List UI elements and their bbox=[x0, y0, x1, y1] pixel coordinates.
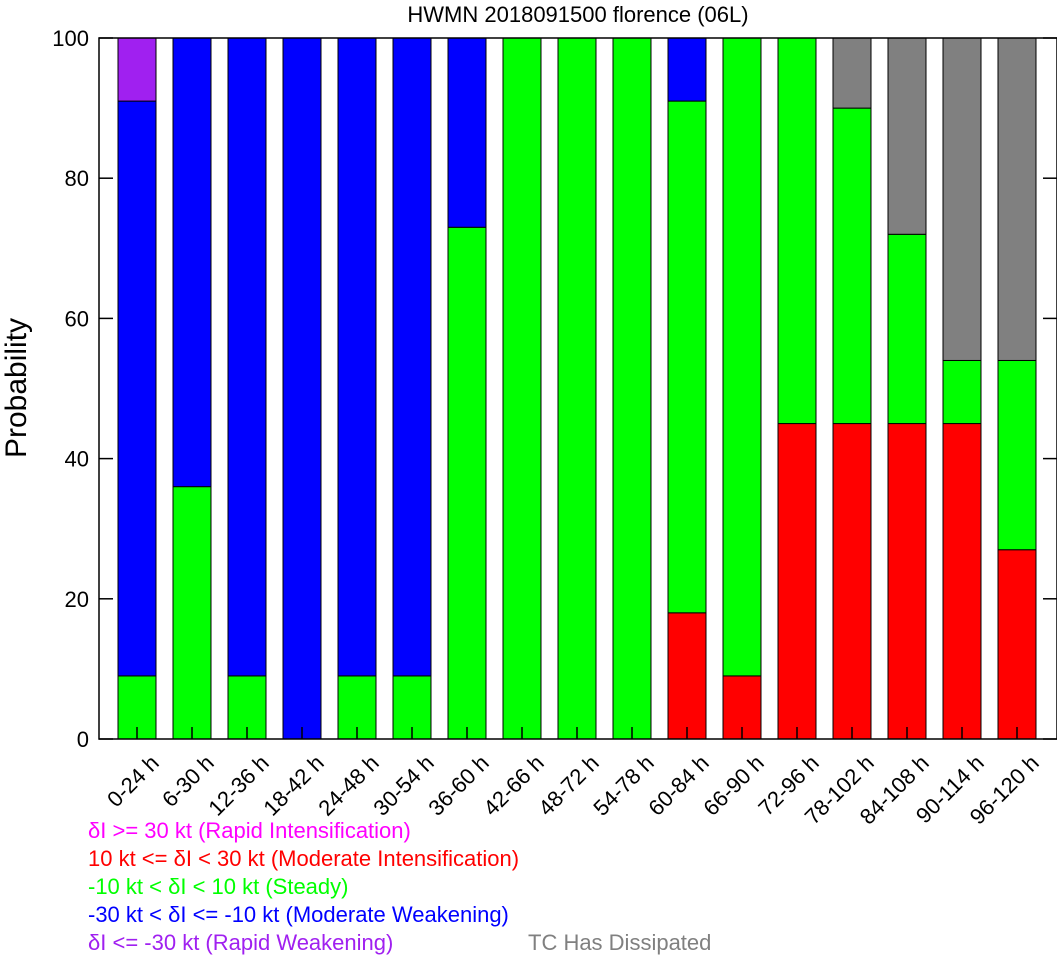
x-tick-label-0: 0-24 h bbox=[102, 750, 164, 812]
x-tick-label-2: 12-36 h bbox=[203, 750, 273, 820]
bar-segment-steady-12 bbox=[777, 37, 817, 425]
bar-segment-steady-16 bbox=[997, 359, 1037, 551]
x-axis-labels: 0-24 h6-30 h12-36 h18-42 h24-48 h30-54 h… bbox=[102, 727, 1044, 829]
bar-segment-moderate_intensification-12 bbox=[777, 423, 817, 740]
bar-segment-rapid_weakening-0 bbox=[117, 37, 157, 102]
y-tick-label-100: 100 bbox=[52, 26, 89, 51]
bar-segment-moderate_intensification-14 bbox=[887, 423, 927, 740]
y-axis-ticks: 0 20 40 60 80 100 bbox=[52, 26, 1057, 752]
legend: δI >= 30 kt (Rapid Intensification) 10 kt… bbox=[88, 818, 711, 955]
bar-segment-dissipated-13 bbox=[832, 37, 872, 109]
y-tick-label-60: 60 bbox=[65, 306, 89, 331]
y-tick-label-40: 40 bbox=[65, 447, 89, 472]
y-tick-label-20: 20 bbox=[65, 587, 89, 612]
bar-segment-steady-9 bbox=[612, 37, 652, 740]
bar-segment-steady-1 bbox=[172, 486, 212, 740]
bar-segment-moderate_weakening-10 bbox=[667, 37, 707, 102]
legend-entry-1: 10 kt <= δI < 30 kt (Moderate Intensific… bbox=[88, 846, 519, 871]
chart-title: HWMN 2018091500 florence (06L) bbox=[407, 2, 748, 27]
x-tick-label-8: 48-72 h bbox=[533, 750, 603, 820]
bar-segment-moderate_intensification-10 bbox=[667, 612, 707, 740]
bar-segment-steady-8 bbox=[557, 37, 597, 740]
bar-segment-moderate_intensification-13 bbox=[832, 423, 872, 740]
x-tick-label-5: 30-54 h bbox=[368, 750, 438, 820]
bar-segment-steady-13 bbox=[832, 107, 872, 425]
bar-segment-steady-11 bbox=[722, 37, 762, 677]
legend-entry-4: δI <= -30 kt (Rapid Weakening) bbox=[88, 930, 393, 955]
y-axis-label: Probability bbox=[0, 318, 33, 458]
bars-layer bbox=[117, 37, 1037, 740]
legend-entry-0: δI >= 30 kt (Rapid Intensification) bbox=[88, 818, 411, 843]
bar-segment-dissipated-14 bbox=[887, 37, 927, 235]
x-tick-label-6: 36-60 h bbox=[423, 750, 493, 820]
x-tick-label-9: 54-78 h bbox=[588, 750, 658, 820]
x-tick-label-10: 60-84 h bbox=[643, 750, 713, 820]
y-tick-label-0: 0 bbox=[77, 727, 89, 752]
bar-segment-dissipated-15 bbox=[942, 37, 982, 361]
y-tick-label-80: 80 bbox=[65, 166, 89, 191]
bar-segment-moderate_intensification-16 bbox=[997, 549, 1037, 740]
bar-segment-steady-10 bbox=[667, 100, 707, 614]
bar-segment-moderate_weakening-0 bbox=[117, 100, 157, 677]
bar-segment-dissipated-16 bbox=[997, 37, 1037, 361]
bar-segment-moderate_weakening-3 bbox=[282, 37, 322, 740]
plot-frame bbox=[98, 37, 1057, 740]
bar-segment-moderate_weakening-1 bbox=[172, 37, 212, 488]
bar-segment-moderate_weakening-6 bbox=[447, 37, 487, 228]
x-tick-label-4: 24-48 h bbox=[313, 750, 383, 820]
x-tick-label-7: 42-66 h bbox=[478, 750, 548, 820]
bar-segment-moderate_weakening-5 bbox=[392, 37, 432, 677]
bar-segment-moderate_intensification-15 bbox=[942, 423, 982, 740]
bar-segment-moderate_weakening-4 bbox=[337, 37, 377, 677]
x-tick-label-3: 18-42 h bbox=[258, 750, 328, 820]
legend-entry-5: TC Has Dissipated bbox=[528, 930, 711, 955]
legend-entry-3: -30 kt < δI <= -10 kt (Moderate Weakenin… bbox=[88, 902, 509, 927]
bar-segment-steady-15 bbox=[942, 359, 982, 425]
legend-entry-2: -10 kt < δI < 10 kt (Steady) bbox=[88, 874, 348, 899]
bar-segment-steady-7 bbox=[502, 37, 542, 740]
bar-segment-steady-6 bbox=[447, 226, 487, 740]
x-tick-label-11: 66-90 h bbox=[698, 750, 768, 820]
bar-segment-moderate_weakening-2 bbox=[227, 37, 267, 677]
bar-segment-steady-14 bbox=[887, 233, 927, 425]
